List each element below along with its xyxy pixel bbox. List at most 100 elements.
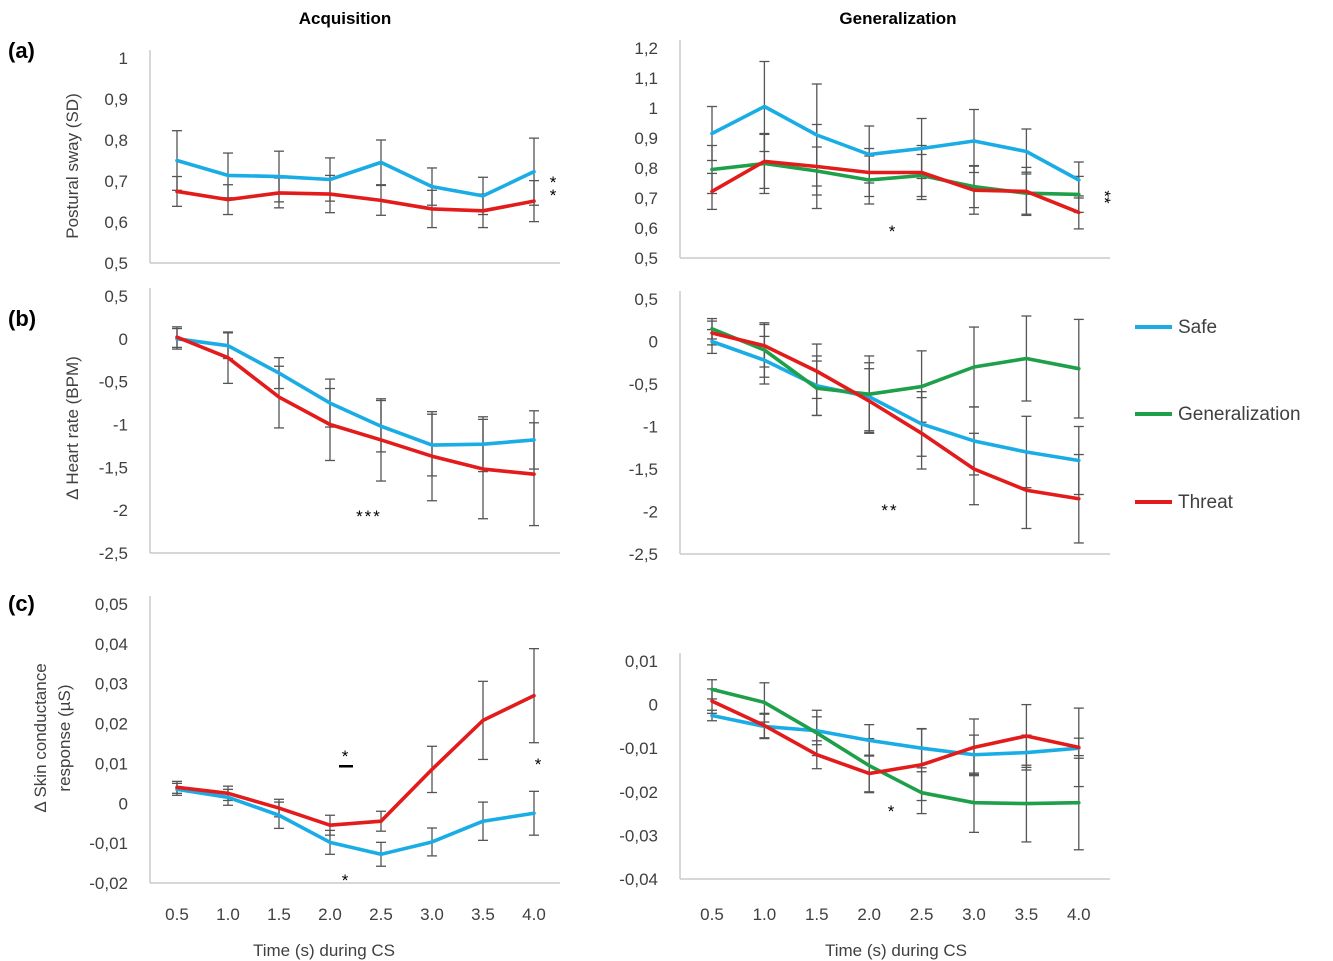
y-tick-label: -0,02: [89, 874, 128, 893]
sig-annotation-c-acq-2: *: [535, 755, 542, 774]
y-tick-label: -0,5: [99, 373, 128, 392]
ylabel-skin-conductance-line1: Δ Skin conductance: [31, 663, 50, 812]
y-tick-label: 0,05: [95, 595, 128, 614]
y-tick-label: 0,6: [634, 219, 658, 238]
y-tick-label: 0,7: [104, 172, 128, 191]
sig-annotation-c-gen: *: [888, 802, 895, 821]
series-line-threat: [175, 189, 536, 213]
x-tick-label: 3.5: [1015, 905, 1039, 924]
sig-annotation-b-acq: ***: [356, 507, 382, 526]
series-line-threat: [175, 335, 536, 476]
y-tick-label: -1,5: [629, 460, 658, 479]
y-tick-label: 0,5: [104, 254, 128, 273]
series-line-threat: [710, 699, 1081, 776]
xlabel-generalization: Time (s) during CS: [825, 941, 967, 960]
plot-heart-rate-generalization: -2,5 -2 -1,5 -1 -0,5 0 0,5: [629, 290, 1110, 564]
y-tick-label: 0,6: [104, 213, 128, 232]
sig-annotation-a-gen-1: **: [1095, 190, 1114, 204]
x-tick-label: 2.5: [369, 905, 393, 924]
series-line-safe: [175, 158, 536, 198]
panel-label-c: (c): [8, 591, 35, 616]
y-tick-label: -0,5: [629, 375, 658, 394]
series-line-threat: [710, 331, 1081, 501]
x-tick-label: 1.0: [753, 905, 777, 924]
x-tick-label: 4.0: [522, 905, 546, 924]
y-tick-label: 0,8: [634, 159, 658, 178]
legend-label-generalization: Generalization: [1178, 404, 1301, 425]
y-tick-label: -1: [643, 418, 658, 437]
y-tick-label: 0,8: [104, 131, 128, 150]
y-tick-label: 0,02: [95, 715, 128, 734]
y-tick-label: -0,01: [89, 834, 128, 853]
y-tick-label: 0,5: [634, 290, 658, 309]
x-tick-label: 0.5: [700, 905, 724, 924]
sig-annotation-b-gen: **: [881, 501, 898, 520]
x-tick-label: 3.0: [962, 905, 986, 924]
y-tick-label: 0: [649, 333, 658, 352]
plot-skin-conductance-acquisition: -0,02 -0,01 0 0,01 0,02 0,03 0,04 0,05 0.5 1.0 1.5…: [89, 595, 560, 924]
legend-label-threat: Threat: [1178, 492, 1234, 513]
xlabel-acquisition: Time (s) during CS: [253, 941, 395, 960]
y-tick-label: -2,5: [629, 545, 658, 564]
column-title-generalization: Generalization: [839, 9, 956, 28]
y-tick-label: 1,1: [634, 69, 658, 88]
y-tick-label: 0,9: [634, 129, 658, 148]
x-tick-label: 3.5: [471, 905, 495, 924]
y-tick-label: 0: [649, 696, 658, 715]
x-tick-label: 2.5: [910, 905, 934, 924]
plot-postural-sway-generalization: 0,5 0,6 0,7 0,8 0,9 1 1,1 1,2: [634, 39, 1110, 268]
sig-annotation-a-acq-2: *: [550, 186, 557, 205]
panel-label-b: (b): [8, 306, 36, 331]
sig-annotation-a-acq-1: *: [550, 173, 557, 192]
x-tick-label: 2.0: [318, 905, 342, 924]
x-tick-label: 2.0: [857, 905, 881, 924]
plot-postural-sway-acquisition: 0,5 0,6 0,7 0,8 0,9 1: [104, 49, 560, 273]
series-line-generalization: [710, 687, 1081, 806]
plot-skin-conductance-generalization: -0,04 -0,03 -0,02 -0,01 0 0,01 0.5 1.0 1.5 2.0 2.5…: [619, 652, 1110, 924]
y-tick-label: 0,01: [95, 754, 128, 773]
sig-annotation-c-acq-3: *: [342, 871, 349, 890]
y-tick-label: 0,03: [95, 675, 128, 694]
y-tick-label: 0: [119, 330, 128, 349]
y-tick-label: -0,02: [619, 783, 658, 802]
y-tick-label: 0,01: [625, 652, 658, 671]
panel-label-a: (a): [8, 38, 35, 63]
series-line-safe: [710, 104, 1081, 182]
series-line-safe: [175, 787, 536, 857]
y-tick-label: 1: [119, 49, 128, 68]
y-tick-label: -0,03: [619, 826, 658, 845]
y-tick-label: -2,5: [99, 544, 128, 563]
y-tick-label: -1,5: [99, 458, 128, 477]
y-tick-label: 0,04: [95, 635, 128, 654]
x-tick-label: 0.5: [165, 905, 189, 924]
y-tick-label: 1: [649, 99, 658, 118]
y-tick-label: 0,5: [634, 249, 658, 268]
ylabel-skin-conductance-line2: response (µS): [55, 684, 74, 791]
series-line-safe: [710, 339, 1081, 463]
y-tick-label: 0,7: [634, 189, 658, 208]
legend: Safe Generalization Threat: [1135, 317, 1301, 513]
x-tick-label: 4.0: [1067, 905, 1091, 924]
y-tick-label: 0,9: [104, 90, 128, 109]
x-tick-label: 1.0: [216, 905, 240, 924]
y-tick-label: -2: [113, 501, 128, 520]
y-tick-label: -0,01: [619, 739, 658, 758]
y-tick-label: -1: [113, 416, 128, 435]
ylabel-postural-sway: Postural sway (SD): [63, 93, 82, 238]
y-tick-label: -0,04: [619, 870, 658, 889]
y-tick-label: 1,2: [634, 39, 658, 58]
column-title-acquisition: Acquisition: [299, 9, 392, 28]
sig-annotation-c-acq-1: *: [342, 747, 349, 766]
series-line-safe: [175, 337, 536, 447]
x-tick-label: 1.5: [267, 905, 291, 924]
series-line-threat: [175, 693, 536, 828]
x-tick-label: 3.0: [420, 905, 444, 924]
sig-marker-line: [339, 765, 353, 768]
ylabel-heart-rate: Δ Heart rate (BPM): [63, 356, 82, 500]
sig-annotation-a-gen-2: *: [889, 222, 896, 241]
series-line-threat: [710, 159, 1081, 215]
x-tick-label: 1.5: [805, 905, 829, 924]
series-line-generalization: [710, 326, 1081, 397]
y-tick-label: 0,5: [104, 287, 128, 306]
